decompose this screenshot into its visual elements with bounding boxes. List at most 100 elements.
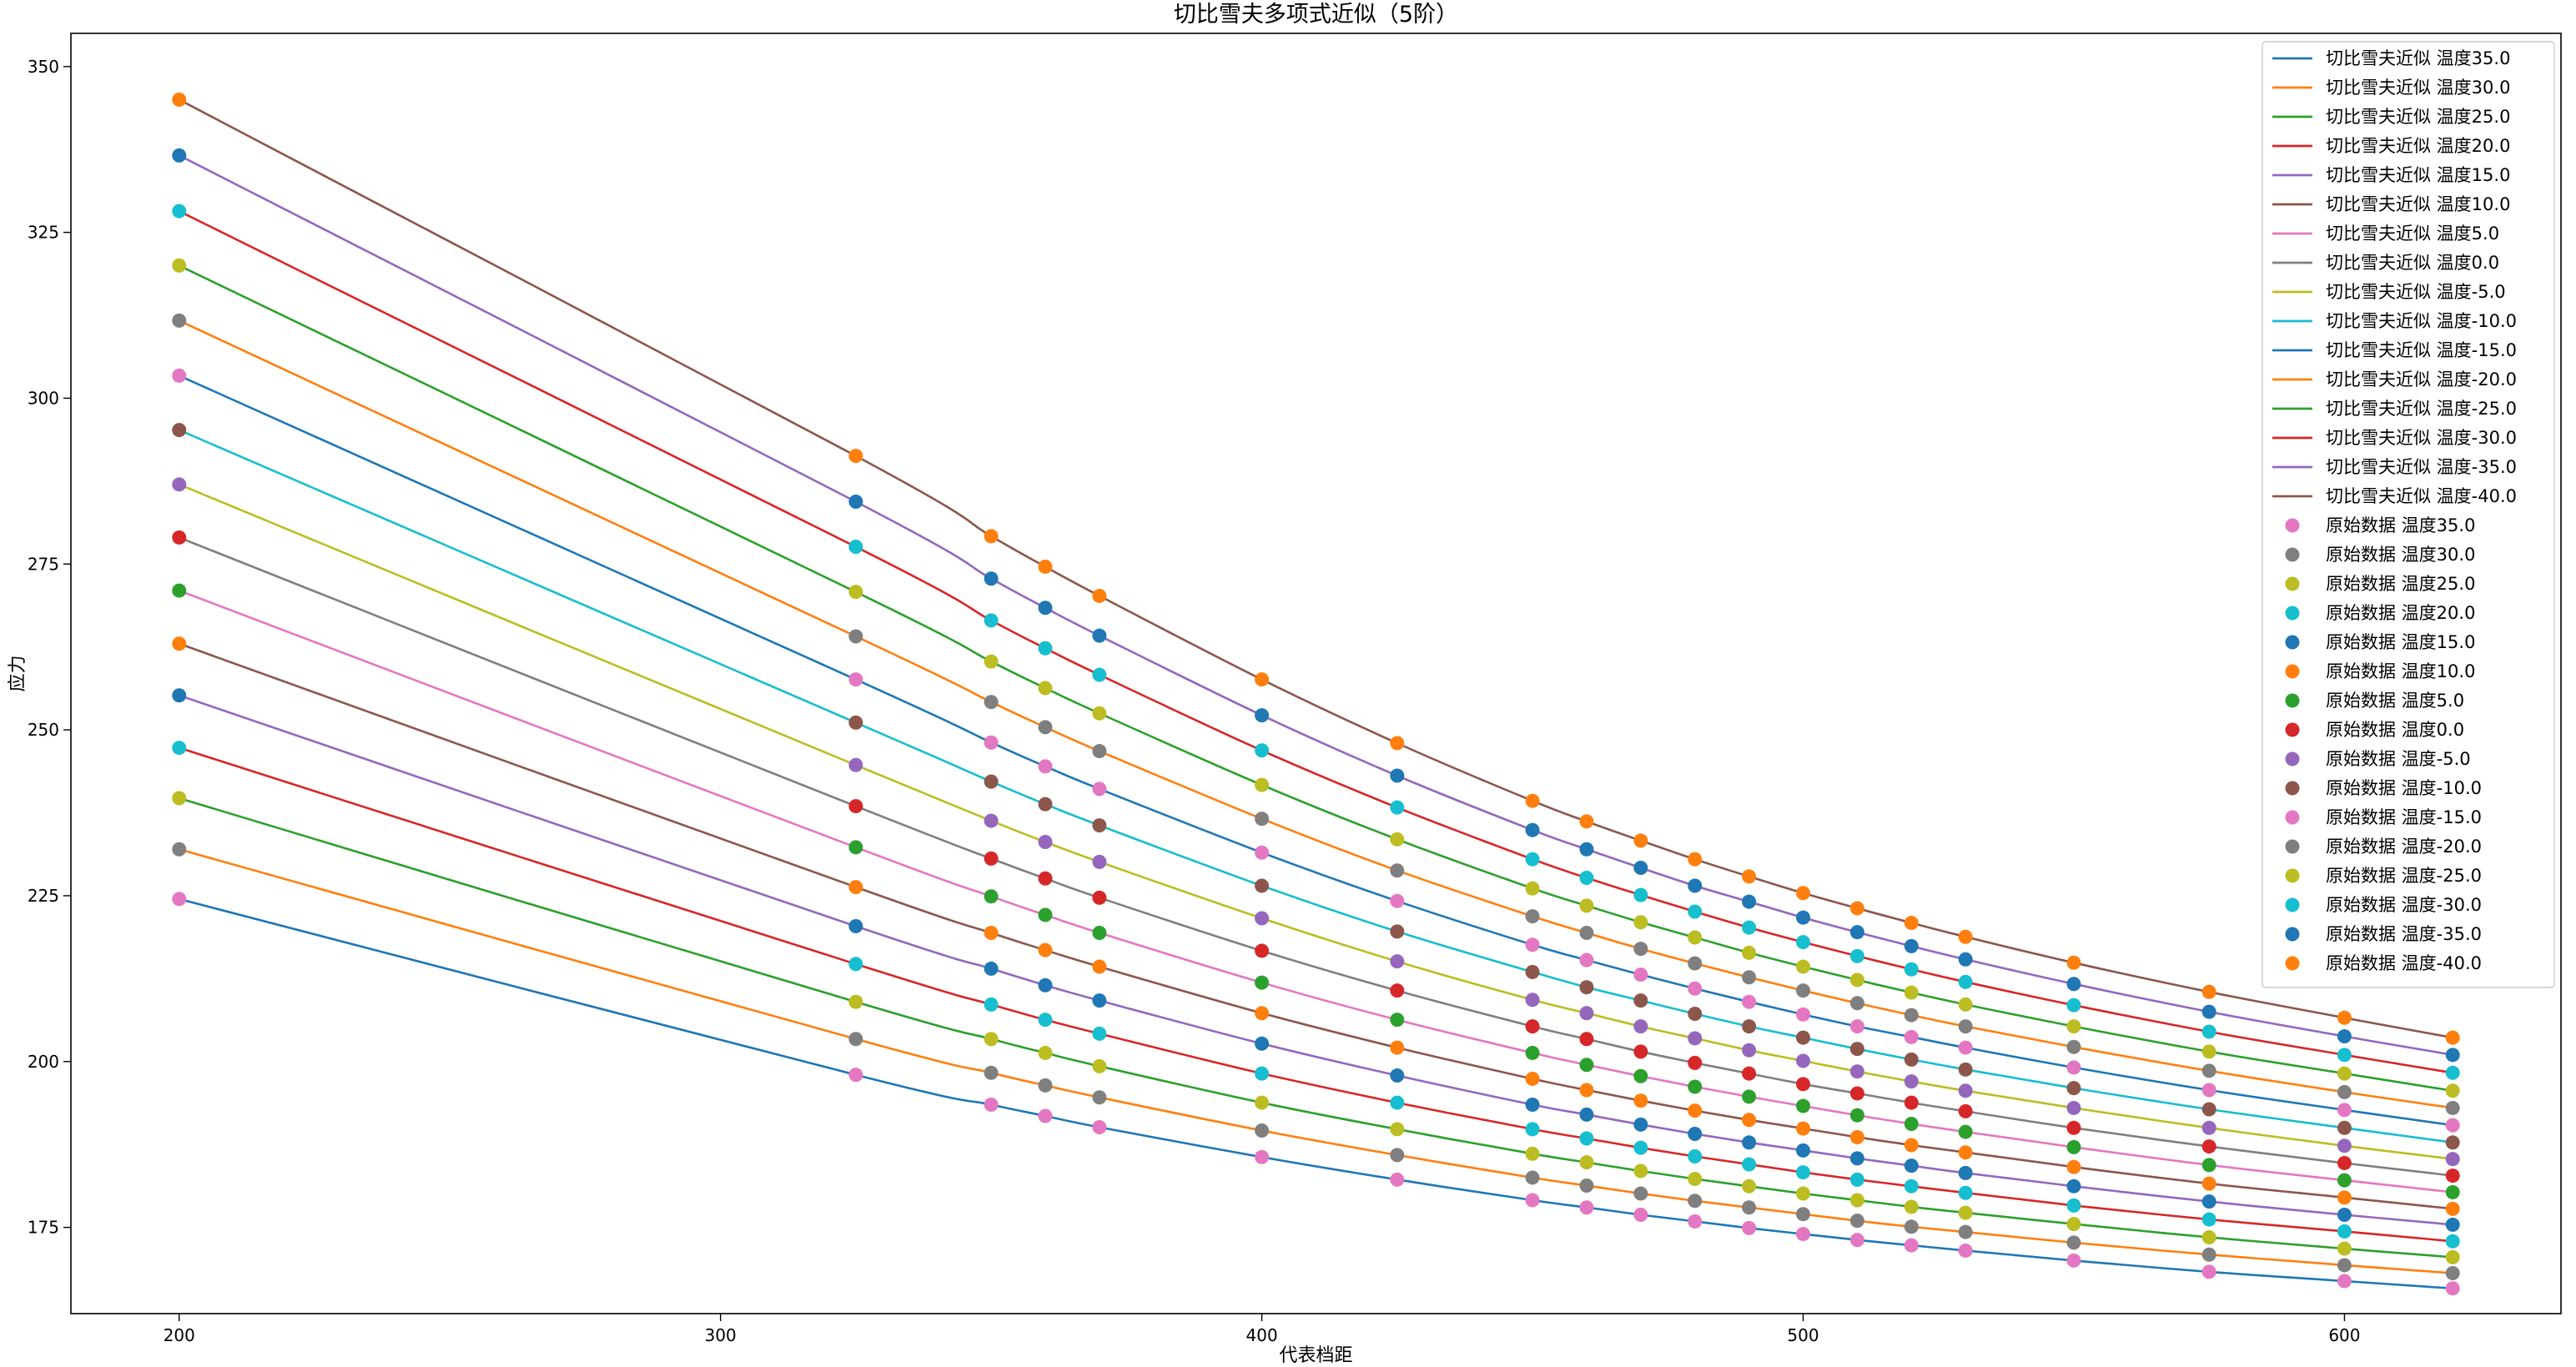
- data-point: [1688, 981, 1703, 996]
- data-point: [1849, 948, 1864, 963]
- data-point: [2201, 1063, 2216, 1078]
- data-point: [1633, 833, 1648, 848]
- data-point: [172, 477, 187, 492]
- data-point: [172, 313, 187, 328]
- data-point: [1904, 1138, 1919, 1153]
- data-point: [1796, 1186, 1811, 1201]
- data-point: [984, 735, 999, 750]
- data-point: [1904, 1052, 1919, 1067]
- data-point: [2445, 1152, 2460, 1167]
- data-point: [1904, 1219, 1919, 1234]
- data-point: [2337, 1224, 2352, 1239]
- data-point: [1255, 943, 1270, 958]
- data-point: [1633, 1207, 1648, 1222]
- data-point: [1525, 822, 1540, 837]
- data-point: [1796, 1227, 1811, 1242]
- y-tick-label: 300: [28, 388, 59, 408]
- data-point: [848, 840, 863, 855]
- data-point: [1525, 909, 1540, 924]
- data-point: [1849, 1151, 1864, 1166]
- legend-marker-swatch: [2285, 781, 2300, 796]
- data-point: [1796, 959, 1811, 974]
- data-point: [1255, 1036, 1270, 1051]
- data-point: [1904, 1179, 1919, 1194]
- data-point: [1849, 1019, 1864, 1034]
- data-point: [1038, 681, 1053, 696]
- data-point: [2201, 984, 2216, 999]
- plot-area: [172, 93, 2460, 1296]
- legend-entry-label: 切比雪夫近似 温度-25.0: [2326, 399, 2517, 419]
- legend-entry-label: 切比雪夫近似 温度15.0: [2326, 165, 2510, 185]
- data-point: [1525, 793, 1540, 808]
- data-point: [1092, 1090, 1107, 1105]
- data-point: [1958, 952, 1973, 967]
- data-point: [1688, 1126, 1703, 1141]
- data-point: [2201, 1024, 2216, 1039]
- data-point: [1390, 1013, 1405, 1028]
- data-point: [1796, 1007, 1811, 1022]
- y-axis: 175 200 225 250 275 300 325 350: [28, 57, 71, 1238]
- data-point: [2201, 1158, 2216, 1173]
- x-tick-label: 600: [2328, 1325, 2360, 1345]
- data-point: [2337, 1274, 2352, 1289]
- data-point: [1849, 1086, 1864, 1101]
- series-line: [179, 429, 2453, 1144]
- data-point: [2337, 1120, 2352, 1135]
- data-point: [1904, 1029, 1919, 1044]
- legend-entry-label: 原始数据 温度15.0: [2326, 632, 2475, 652]
- data-point: [984, 1065, 999, 1080]
- data-point: [2066, 1235, 2081, 1250]
- data-point: [984, 813, 999, 828]
- data-point: [2201, 1264, 2216, 1279]
- data-point: [1579, 870, 1594, 885]
- data-point: [1633, 887, 1648, 902]
- data-point: [1390, 1095, 1405, 1110]
- data-point: [1038, 978, 1053, 993]
- legend-entry-label: 原始数据 温度-10.0: [2326, 778, 2482, 798]
- data-point: [1849, 1193, 1864, 1208]
- data-point: [2445, 1249, 2460, 1264]
- data-point: [1255, 975, 1270, 990]
- legend-marker-swatch: [2285, 547, 2300, 562]
- data-point: [1633, 1163, 1648, 1179]
- data-point: [1958, 997, 1973, 1012]
- legend-marker-swatch: [2285, 664, 2300, 679]
- data-point: [1742, 920, 1757, 935]
- data-point: [1904, 1008, 1919, 1023]
- data-point: [1688, 1055, 1703, 1070]
- legend-entry-label: 原始数据 温度-25.0: [2326, 866, 2482, 886]
- legend-entry-label: 原始数据 温度5.0: [2326, 691, 2464, 711]
- data-point: [1742, 1043, 1757, 1058]
- data-point: [2445, 1168, 2460, 1184]
- data-point: [1038, 797, 1053, 812]
- data-point: [1958, 1124, 1973, 1139]
- data-point: [1904, 938, 1919, 953]
- data-point: [172, 368, 187, 383]
- data-point: [1633, 1044, 1648, 1059]
- data-point: [1633, 1140, 1648, 1155]
- legend-entry-label: 原始数据 温度25.0: [2326, 574, 2475, 594]
- data-point: [1255, 743, 1270, 758]
- data-point: [1958, 1165, 1973, 1180]
- lines-layer: [179, 98, 2453, 1290]
- data-point: [984, 571, 999, 586]
- data-point: [172, 148, 187, 163]
- data-point: [848, 585, 863, 600]
- data-point: [1255, 777, 1270, 792]
- data-point: [1688, 1103, 1703, 1118]
- data-point: [1688, 1172, 1703, 1187]
- series-line: [179, 319, 2453, 1109]
- data-point: [1796, 1030, 1811, 1045]
- legend-entry-label: 原始数据 温度-30.0: [2326, 895, 2482, 915]
- data-point: [1255, 1066, 1270, 1081]
- data-point: [1849, 1233, 1864, 1248]
- data-point: [1038, 1108, 1053, 1123]
- data-point: [1579, 952, 1594, 967]
- data-point: [1904, 1199, 1919, 1214]
- data-point: [1579, 1107, 1594, 1122]
- data-point: [1038, 871, 1053, 886]
- data-point: [1390, 954, 1405, 969]
- data-point: [1390, 924, 1405, 939]
- data-point: [984, 1032, 999, 1047]
- legend-marker-swatch: [2285, 606, 2300, 621]
